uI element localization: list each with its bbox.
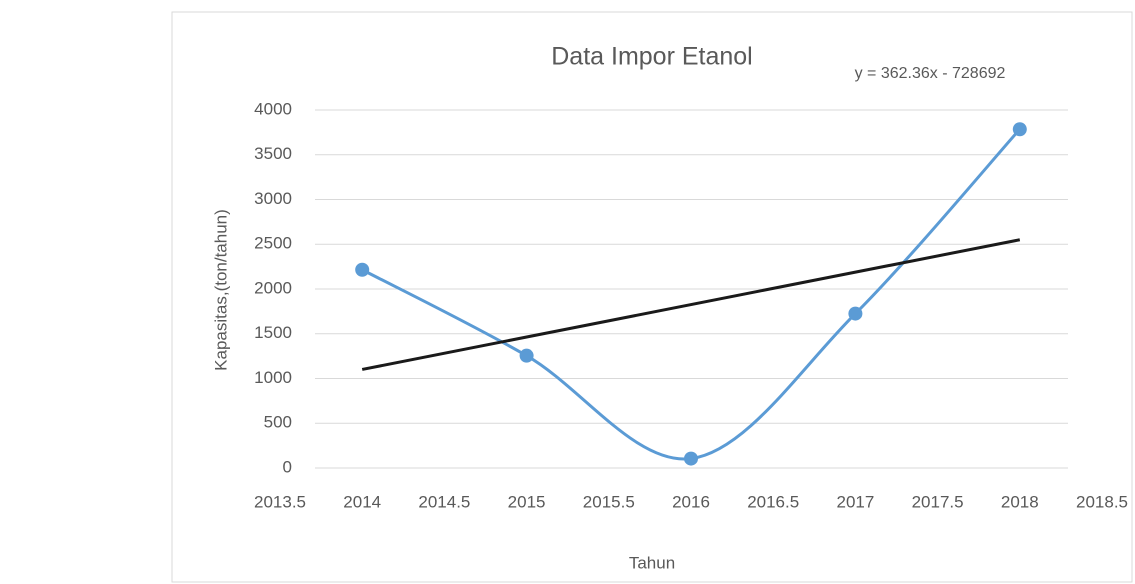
x-tick-label: 2013.5 [254, 492, 306, 511]
chart-title: Data Impor Etanol [551, 43, 753, 71]
y-tick-label: 0 [283, 457, 292, 476]
x-tick-label: 2016.5 [747, 492, 799, 511]
y-tick-label: 3000 [254, 189, 292, 208]
chart: Data Impor Etanol Tahun Kapasitas,(ton/t… [0, 0, 1135, 584]
x-tick-label: 2018 [1001, 492, 1039, 511]
data-point [684, 452, 698, 466]
x-tick-label: 2017 [836, 492, 874, 511]
y-tick-label: 3500 [254, 144, 292, 163]
x-tick-label: 2015 [508, 492, 546, 511]
x-tick-label: 2014 [343, 492, 381, 511]
chart-frame [172, 12, 1132, 582]
x-tick-label: 2017.5 [912, 492, 964, 511]
y-tick-label: 4000 [254, 99, 292, 118]
y-tick-label: 2500 [254, 234, 292, 253]
x-tick-label: 2016 [672, 492, 710, 511]
data-point [355, 263, 369, 277]
y-tick-label: 1500 [254, 323, 292, 342]
x-tick-label: 2014.5 [418, 492, 470, 511]
y-axis-label: Kapasitas,(ton/tahun) [211, 209, 230, 371]
data-point [1013, 122, 1027, 136]
data-point [848, 307, 862, 321]
page: {"chart_data": { "type": "scatter", "tit… [0, 0, 1135, 584]
y-tick-label: 2000 [254, 278, 292, 297]
y-tick-label: 500 [264, 413, 292, 432]
x-axis-label: Tahun [629, 553, 675, 572]
x-tick-label: 2015.5 [583, 492, 635, 511]
data-point [520, 349, 534, 363]
trendline-equation: y = 362.36x - 728692 [855, 65, 1006, 82]
y-tick-label: 1000 [254, 368, 292, 387]
x-tick-label: 2018.5 [1076, 492, 1128, 511]
